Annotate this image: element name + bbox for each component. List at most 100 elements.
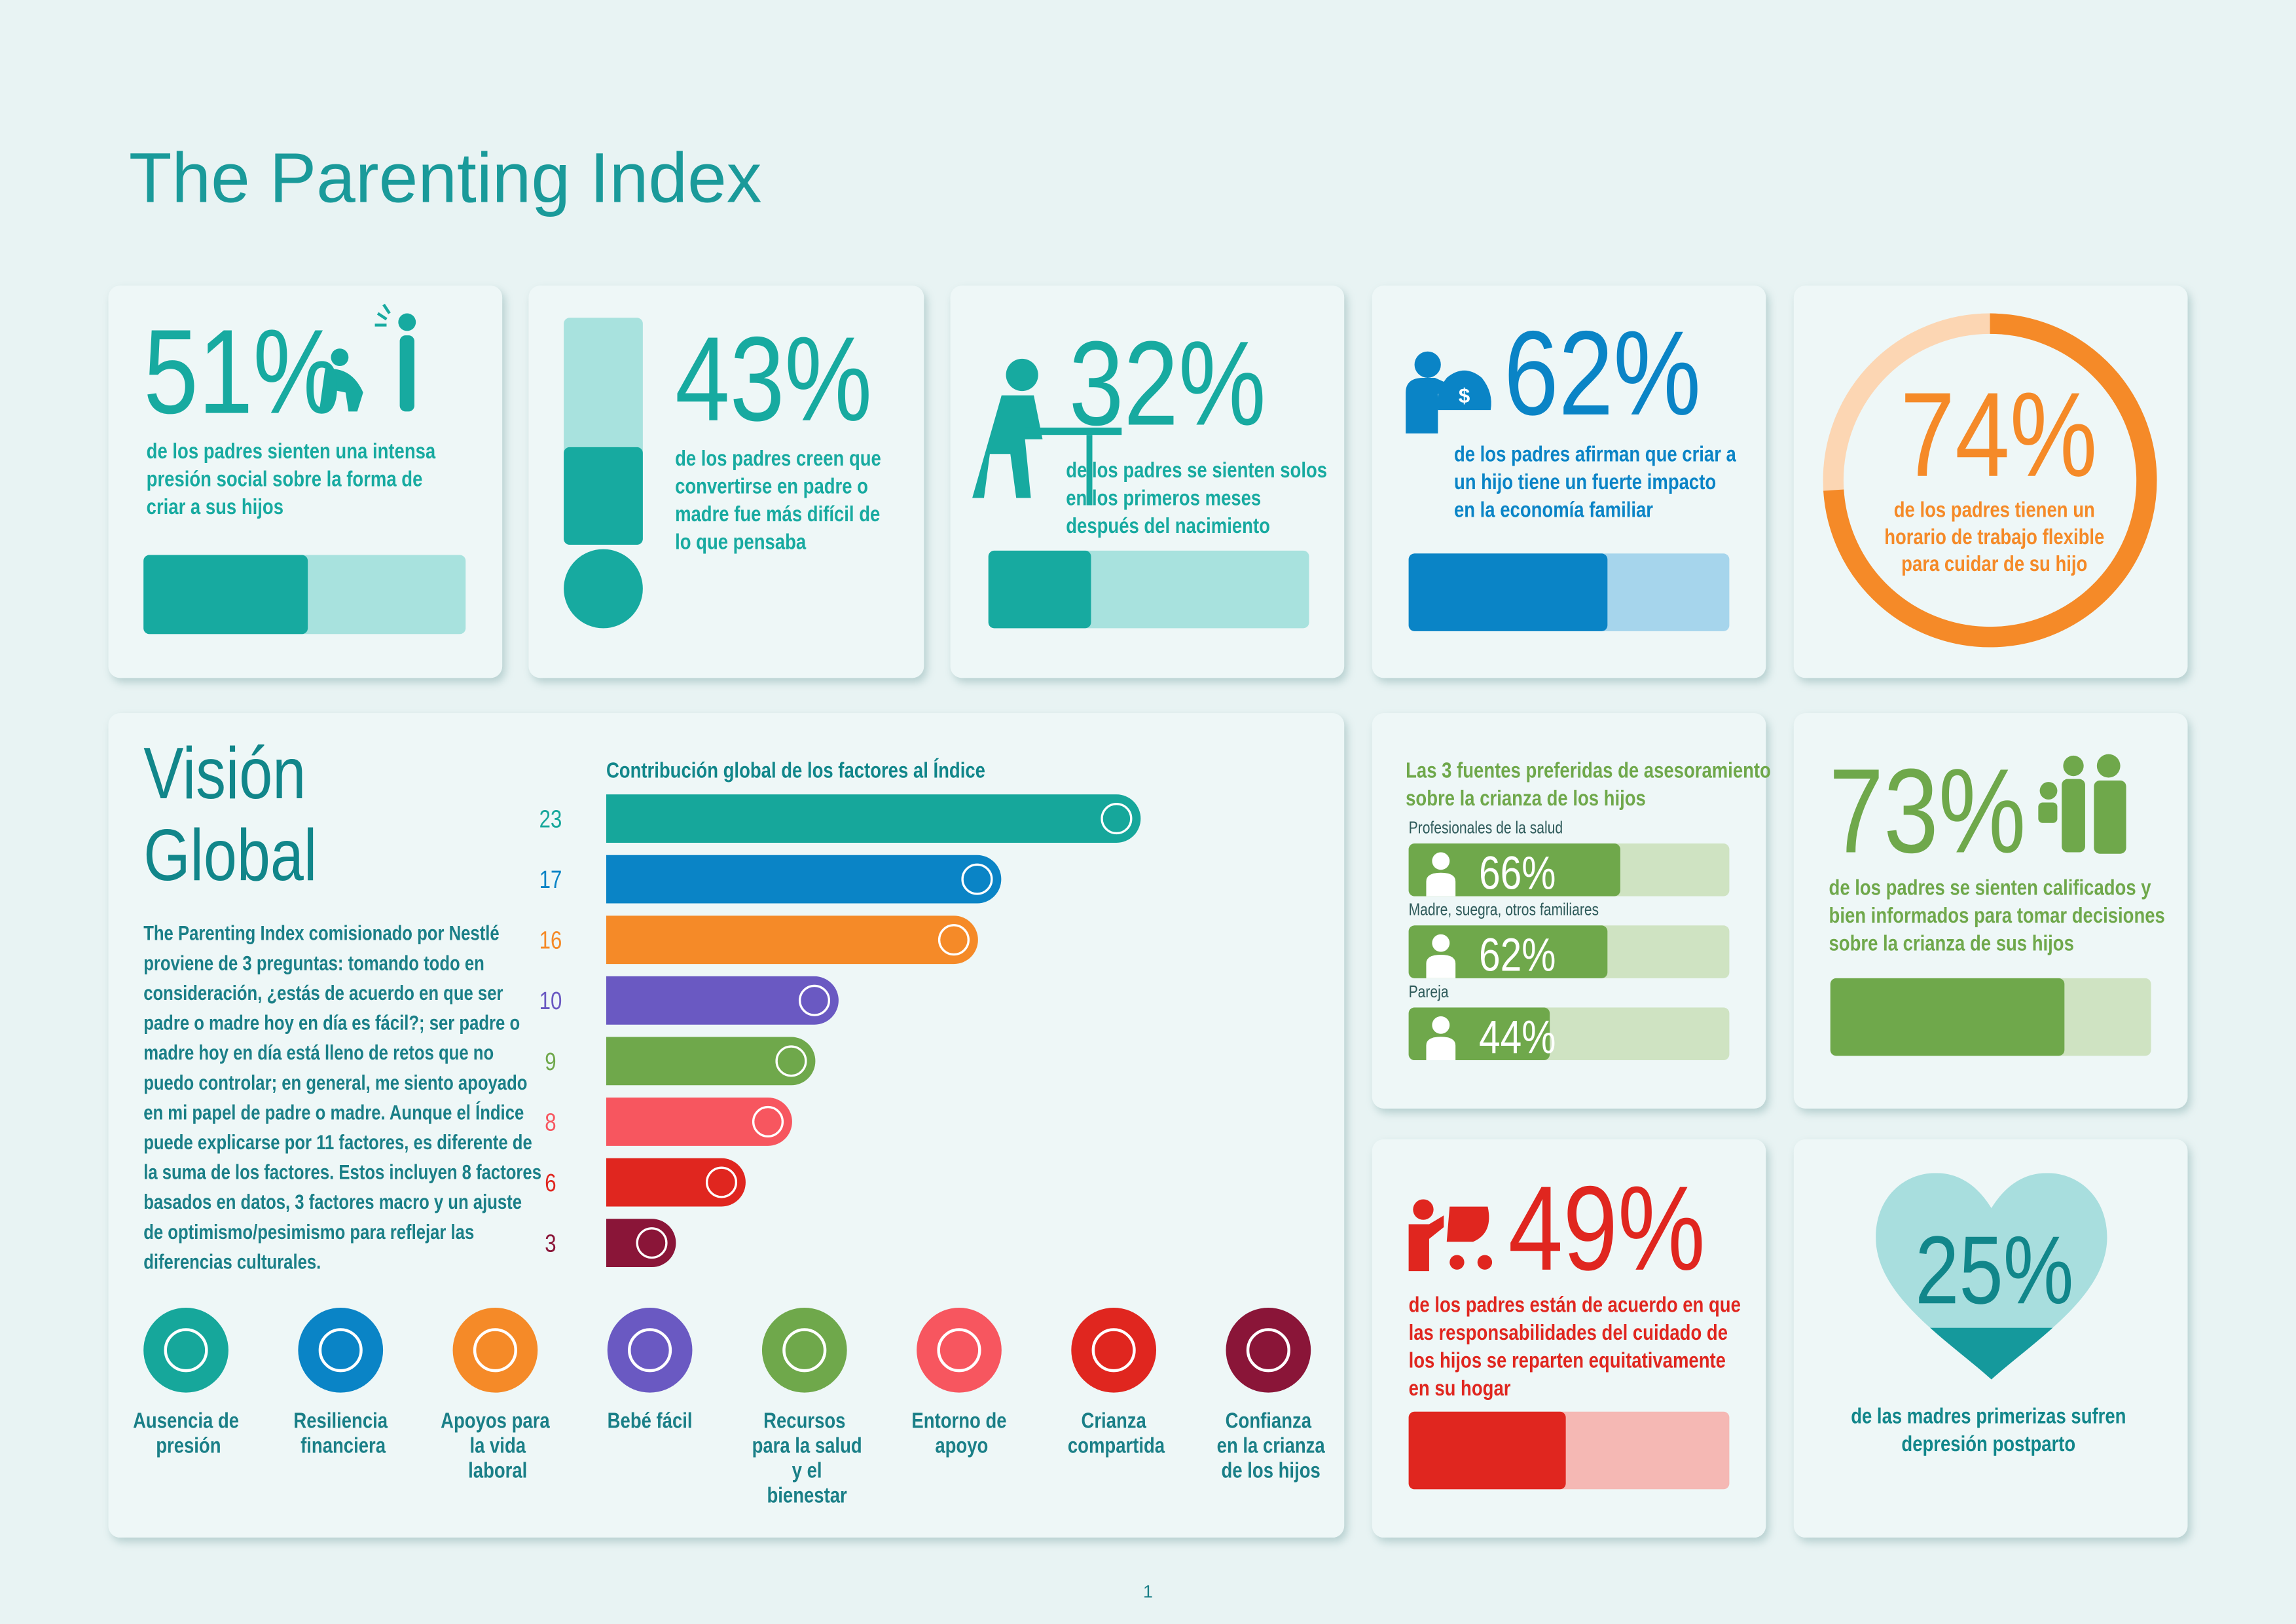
value-label: 3 [545, 1230, 556, 1258]
vision-text: basados en datos, 3 factores macro y un … [143, 1191, 522, 1214]
vision-text: diferencias culturales. [143, 1251, 321, 1274]
bar-icon [705, 1166, 738, 1198]
legend-label-line: Recursos [763, 1409, 845, 1433]
stat-text: las responsabilidades del cuidado de [1409, 1321, 1728, 1345]
stat-text: bien informados para tomar decisiones [1829, 903, 2165, 927]
icon-money: $ [1406, 351, 1491, 434]
bar-fill [988, 550, 1091, 629]
legend-label-line: la vida [465, 1433, 526, 1458]
bar-icon [775, 1045, 807, 1077]
legend-label-line: de los hijos [1216, 1458, 1321, 1483]
legend-label-line: en la crianza [1212, 1433, 1326, 1458]
stat-text: para cuidar de su hijo [1901, 552, 2087, 576]
bar [606, 855, 1002, 904]
vision-text: consideración, ¿estás de acuerdo en que … [143, 982, 503, 1005]
bar-fill [1408, 843, 1620, 896]
source-value: 66% [1479, 847, 1556, 899]
bar-fill [1408, 925, 1608, 978]
legend-label: Confianza en la crianza de los hijos [1212, 1409, 1326, 1483]
legend-icon [1071, 1307, 1157, 1393]
legend-icon [1226, 1307, 1311, 1393]
legend-label: Bebé fácil [608, 1409, 693, 1433]
legend-label-line: apoyo [930, 1433, 989, 1458]
stat-text: de los padres afirman que criar a [1454, 442, 1737, 466]
stat-value: 73% [1829, 743, 2026, 878]
bar [606, 1098, 792, 1146]
vision-text: puede explicarse por 11 factores, es dif… [143, 1132, 532, 1154]
legend-label: Resiliencia financiera [293, 1409, 388, 1458]
legend-icon-glyph [1246, 1328, 1290, 1373]
stat-text: los hijos se reparten equitativamente [1409, 1348, 1726, 1373]
legend-icon-glyph [1091, 1328, 1136, 1373]
stat-text: criar a sus hijos [147, 494, 283, 519]
stat-text: convertirse en padre o [675, 474, 868, 498]
stat-text: de los padres se sienten solos [1066, 458, 1327, 482]
legend-icon-glyph [318, 1328, 363, 1373]
legend-icon [143, 1307, 228, 1393]
legend-label-line: Crianza [1082, 1409, 1147, 1433]
vision-text: padre o madre hoy en día es fácil?; ser … [143, 1012, 520, 1035]
vision-text: proviene de 3 preguntas: tomando todo en [143, 952, 484, 975]
value-label: 23 [539, 806, 562, 834]
legend-label: Crianza compartida [1063, 1409, 1165, 1458]
bar [606, 976, 839, 1025]
person-icon [1432, 934, 1450, 952]
legend-icon-glyph [782, 1328, 827, 1373]
source-value: 44% [1479, 1010, 1556, 1063]
legend-label-line: y el [787, 1458, 822, 1483]
bar-icon [636, 1227, 668, 1259]
stat-text: depresión postparto [1901, 1432, 2075, 1456]
stat-text: sobre la crianza de sus hijos [1829, 931, 2074, 955]
bar-icon [1101, 803, 1133, 835]
legend-label-line: Bebé fácil [608, 1409, 693, 1433]
stat-text: de los padres se sienten calificados y [1829, 876, 2151, 900]
legend-label-line: Apoyos para [441, 1409, 550, 1433]
stat-text: un hijo tiene un fuerte impacto [1454, 470, 1716, 494]
value-label: 17 [539, 866, 562, 894]
person-icon [1426, 1037, 1456, 1061]
person-icon [1432, 1016, 1450, 1034]
bar-fill [564, 447, 643, 545]
stat-text: en su hogar [1409, 1376, 1511, 1401]
card [1793, 286, 2188, 678]
bar-fill [143, 555, 308, 635]
stat-text: en la economía familiar [1454, 498, 1653, 522]
bar-icon [798, 984, 831, 1016]
vision-text: de optimismo/pesimismo para reflejar las [143, 1221, 474, 1244]
legend-label-line: financiera [295, 1433, 386, 1458]
legend-label-line: Resiliencia [293, 1409, 388, 1433]
value-label: 8 [545, 1109, 556, 1137]
page-number: 1 [1143, 1582, 1153, 1602]
stat-value: 49% [1508, 1161, 1705, 1296]
legend-label: Ausencia de presión [133, 1409, 239, 1458]
bar-fill [1830, 978, 2065, 1056]
stat-value: 25% [1915, 1216, 2073, 1324]
icon-stroller [1408, 1199, 1493, 1272]
legend-icon-glyph [164, 1328, 208, 1373]
icon-pressure [319, 303, 416, 412]
stat-text: madre fue más difícil de [675, 502, 880, 526]
vision-title: Visión [143, 731, 306, 814]
stat-text: lo que pensaba [675, 530, 807, 554]
legend-icon [298, 1307, 384, 1393]
value-label: 10 [539, 987, 562, 1015]
stat-text: de los padres están de acuerdo en que [1409, 1293, 1741, 1317]
chart-title: Contribución global de los factores al Í… [606, 758, 985, 783]
bar-icon [752, 1105, 784, 1138]
person-icon [1432, 852, 1450, 870]
vision-text: puedo controlar; en general, me siento a… [143, 1071, 527, 1094]
legend-label: Entorno de apoyo [911, 1409, 1006, 1458]
source-label: Madre, suegra, otros familiares [1409, 900, 1599, 919]
vision-title: Global [143, 813, 317, 896]
legend-label-line: compartida [1063, 1433, 1165, 1458]
icon-family [2038, 754, 2126, 854]
sources-title: sobre la crianza de los hijos [1406, 786, 1646, 810]
exclamation-dot [564, 549, 643, 629]
legend-label-line: bienestar [762, 1483, 847, 1507]
stat-value: 43% [675, 312, 872, 447]
vision-text: The Parenting Index comisionado por Nest… [143, 922, 499, 945]
bar [606, 794, 1141, 843]
legend-label-line: presión [151, 1433, 221, 1458]
sources-title: Las 3 fuentes preferidas de asesoramient… [1406, 758, 1771, 783]
